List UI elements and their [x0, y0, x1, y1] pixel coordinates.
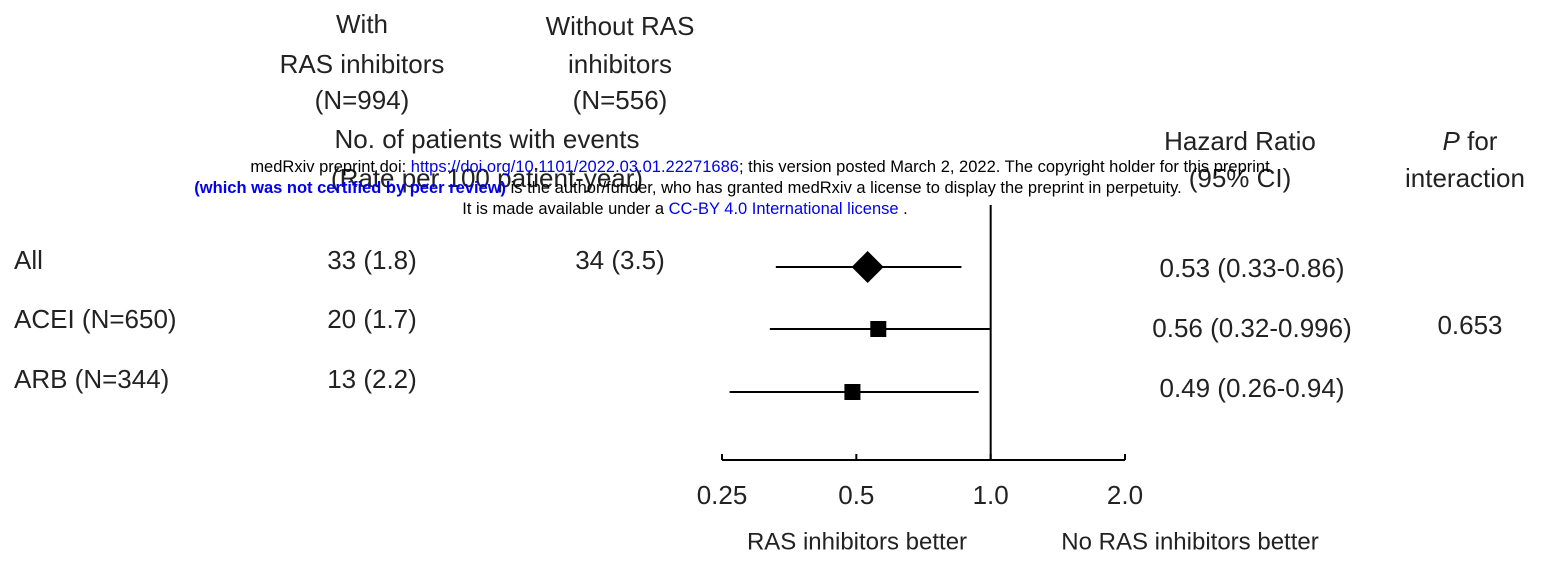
text: (which was not certified by peer review): [194, 179, 506, 197]
x-tick-label: 2.0: [1107, 480, 1143, 510]
row-label: ARB (N=344): [14, 364, 169, 394]
link[interactable]: CC-BY 4.0 International license: [669, 200, 899, 218]
column-header: Without RAS: [546, 11, 695, 41]
point-estimate: [870, 321, 887, 337]
with-events: 20 (1.7): [327, 304, 417, 334]
text: medRxiv preprint doi:: [250, 158, 410, 176]
text: is the author/funder, who has granted me…: [506, 179, 1182, 197]
p-value: 0.653: [1437, 310, 1502, 340]
column-header: RAS inhibitors: [280, 49, 445, 79]
column-header: With: [336, 9, 388, 39]
x-tick-label: 0.5: [838, 480, 874, 510]
watermark-line: It is made available under a CC-BY 4.0 I…: [462, 200, 907, 218]
link[interactable]: https://doi.org/10.1101/2022.03.01.22271…: [411, 158, 739, 176]
with-events: 13 (2.2): [327, 364, 417, 394]
watermark-line: (which was not certified by peer review)…: [194, 179, 1181, 197]
column-header: Hazard Ratio: [1164, 126, 1316, 156]
column-header: inhibitors: [568, 49, 672, 79]
x-tick-label: 1.0: [973, 480, 1009, 510]
hr-label: 0.49 (0.26-0.94): [1159, 373, 1344, 403]
point-estimate: [844, 384, 861, 400]
hr-label: 0.56 (0.32-0.996): [1152, 313, 1351, 343]
text: ; this version posted March 2, 2022. The…: [739, 158, 1270, 176]
text: .: [899, 200, 908, 218]
column-header: (N=556): [573, 85, 668, 115]
column-header: (N=994): [315, 85, 410, 115]
column-header: (95% CI): [1189, 163, 1292, 193]
column-header: (Rate per 100 patient-year): [331, 163, 643, 193]
with-events: 33 (1.8): [327, 245, 417, 275]
row-label: ACEI (N=650): [14, 304, 177, 334]
headers: With RAS inhibitors (N=994) Without RAS …: [280, 9, 1525, 193]
x-axis-label: RAS inhibitors better: [747, 528, 967, 555]
row-label: All: [14, 245, 43, 275]
point-estimate: [851, 251, 884, 283]
hr-label: 0.53 (0.33-0.86): [1159, 253, 1344, 283]
p-header: for: [1467, 126, 1498, 156]
watermark: medRxiv preprint doi: https://doi.org/10…: [194, 158, 1270, 218]
p-header: P: [1443, 126, 1461, 156]
x-tick-label: 0.25: [697, 480, 748, 510]
column-header: P for: [1443, 126, 1498, 156]
without-events: 34 (3.5): [575, 245, 665, 275]
x-axis-label: No RAS inhibitors better: [1061, 528, 1318, 555]
watermark-line: medRxiv preprint doi: https://doi.org/10…: [250, 158, 1270, 176]
column-header: interaction: [1405, 163, 1525, 193]
text: It is made available under a: [462, 200, 668, 218]
column-header: No. of patients with events: [335, 124, 640, 154]
